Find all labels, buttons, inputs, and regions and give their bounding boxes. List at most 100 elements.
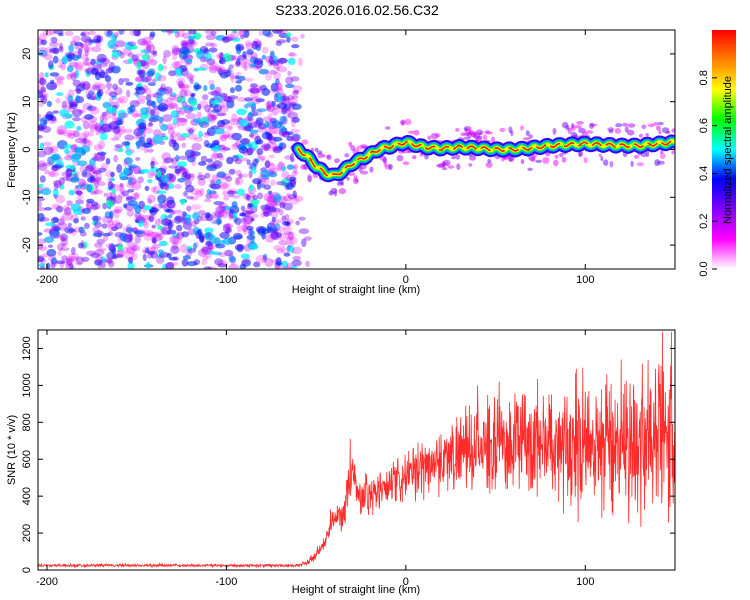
noise-blob (180, 198, 186, 205)
noise-blob (48, 48, 56, 54)
noise-blob (52, 47, 60, 55)
noise-blob (179, 46, 189, 55)
ridge-halo (430, 132, 439, 140)
ridge-halo (353, 175, 358, 180)
noise-blob (95, 131, 101, 136)
noise-blob (43, 228, 53, 233)
noise-blob (151, 100, 157, 108)
noise-blob (61, 100, 68, 109)
noise-blob (140, 168, 151, 174)
noise-blob (145, 75, 152, 84)
noise-blob (131, 252, 138, 261)
noise-blob (119, 232, 129, 242)
noise-blob (105, 30, 114, 38)
noise-blob (292, 255, 302, 261)
noise-blob (209, 234, 217, 244)
noise-blob (206, 58, 216, 66)
noise-blob (205, 193, 212, 200)
noise-blob (190, 93, 195, 98)
noise-blob (223, 195, 230, 201)
noise-blob (238, 60, 248, 65)
noise-blob (82, 60, 88, 67)
ridge-halo (441, 166, 448, 171)
noise-blob (196, 67, 207, 71)
noise-blob (147, 250, 156, 255)
noise-blob (290, 157, 296, 163)
noise-blob (291, 246, 303, 255)
y-tick-label: 200 (21, 524, 33, 542)
noise-blob (231, 143, 239, 151)
noise-blob (123, 160, 129, 168)
noise-blob (265, 234, 275, 243)
noise-blob (98, 140, 106, 150)
noise-blob (250, 199, 260, 205)
noise-blob (227, 188, 237, 193)
snr-y-axis: 0 200 400 600 800 1000 1200 (21, 336, 675, 573)
noise-blob (189, 149, 196, 155)
noise-blob (279, 57, 287, 63)
noise-blob (170, 245, 180, 254)
noise-blob (181, 142, 186, 148)
noise-blob (157, 102, 169, 112)
noise-blob (114, 144, 123, 148)
noise-blob (221, 69, 231, 74)
noise-blob (177, 178, 186, 183)
noise-blob (72, 108, 82, 118)
noise-blob (254, 158, 260, 163)
noise-blob (143, 233, 153, 241)
noise-blob (232, 194, 240, 199)
noise-blob (122, 167, 130, 176)
noise-blob (78, 178, 86, 187)
noise-blob (180, 39, 188, 49)
noise-blob (78, 43, 88, 48)
noise-blob (229, 87, 235, 94)
noise-blob (145, 261, 151, 269)
noise-blob (276, 181, 287, 186)
noise-blob (53, 183, 59, 191)
noise-blob (101, 123, 109, 132)
ridge-halo (622, 122, 628, 127)
noise-blob (266, 132, 273, 141)
noise-blob (53, 80, 64, 86)
noise-blob (267, 199, 277, 204)
noise-blob (262, 211, 273, 217)
noise-blob (271, 120, 283, 129)
noise-blob (227, 95, 239, 100)
noise-blob (95, 172, 102, 181)
noise-blob (228, 263, 239, 269)
ridge-halo (384, 126, 391, 130)
noise-blob (154, 218, 161, 227)
noise-blob (288, 176, 297, 181)
noise-blob (283, 202, 293, 211)
noise-blob (224, 68, 234, 73)
noise-blob (90, 252, 101, 258)
noise-blob (70, 153, 81, 163)
noise-blob (291, 133, 301, 142)
noise-blob (237, 75, 246, 81)
noise-blob (221, 36, 230, 44)
noise-blob (227, 132, 233, 140)
noise-blob (85, 57, 90, 62)
noise-blob (253, 57, 264, 65)
noise-blob (236, 176, 244, 185)
noise-blob (183, 90, 193, 97)
ridge-halo (554, 154, 559, 159)
noise-blob (111, 219, 121, 227)
noise-blob (38, 163, 48, 171)
noise-blob (219, 181, 228, 190)
noise-blob (266, 101, 272, 110)
noise-blob (226, 227, 232, 234)
noise-blob (258, 68, 270, 75)
ridge-halo (347, 172, 356, 176)
noise-blob (64, 148, 70, 155)
noise-blob (204, 172, 211, 179)
noise-blob (61, 55, 68, 65)
noise-blob (59, 46, 64, 53)
noise-blob (38, 183, 44, 188)
noise-blob (133, 230, 144, 235)
noise-blob (137, 176, 144, 184)
noise-blob (80, 82, 92, 89)
noise-blob (292, 190, 297, 198)
noise-blob (124, 232, 134, 238)
ridge-halo (630, 160, 634, 167)
